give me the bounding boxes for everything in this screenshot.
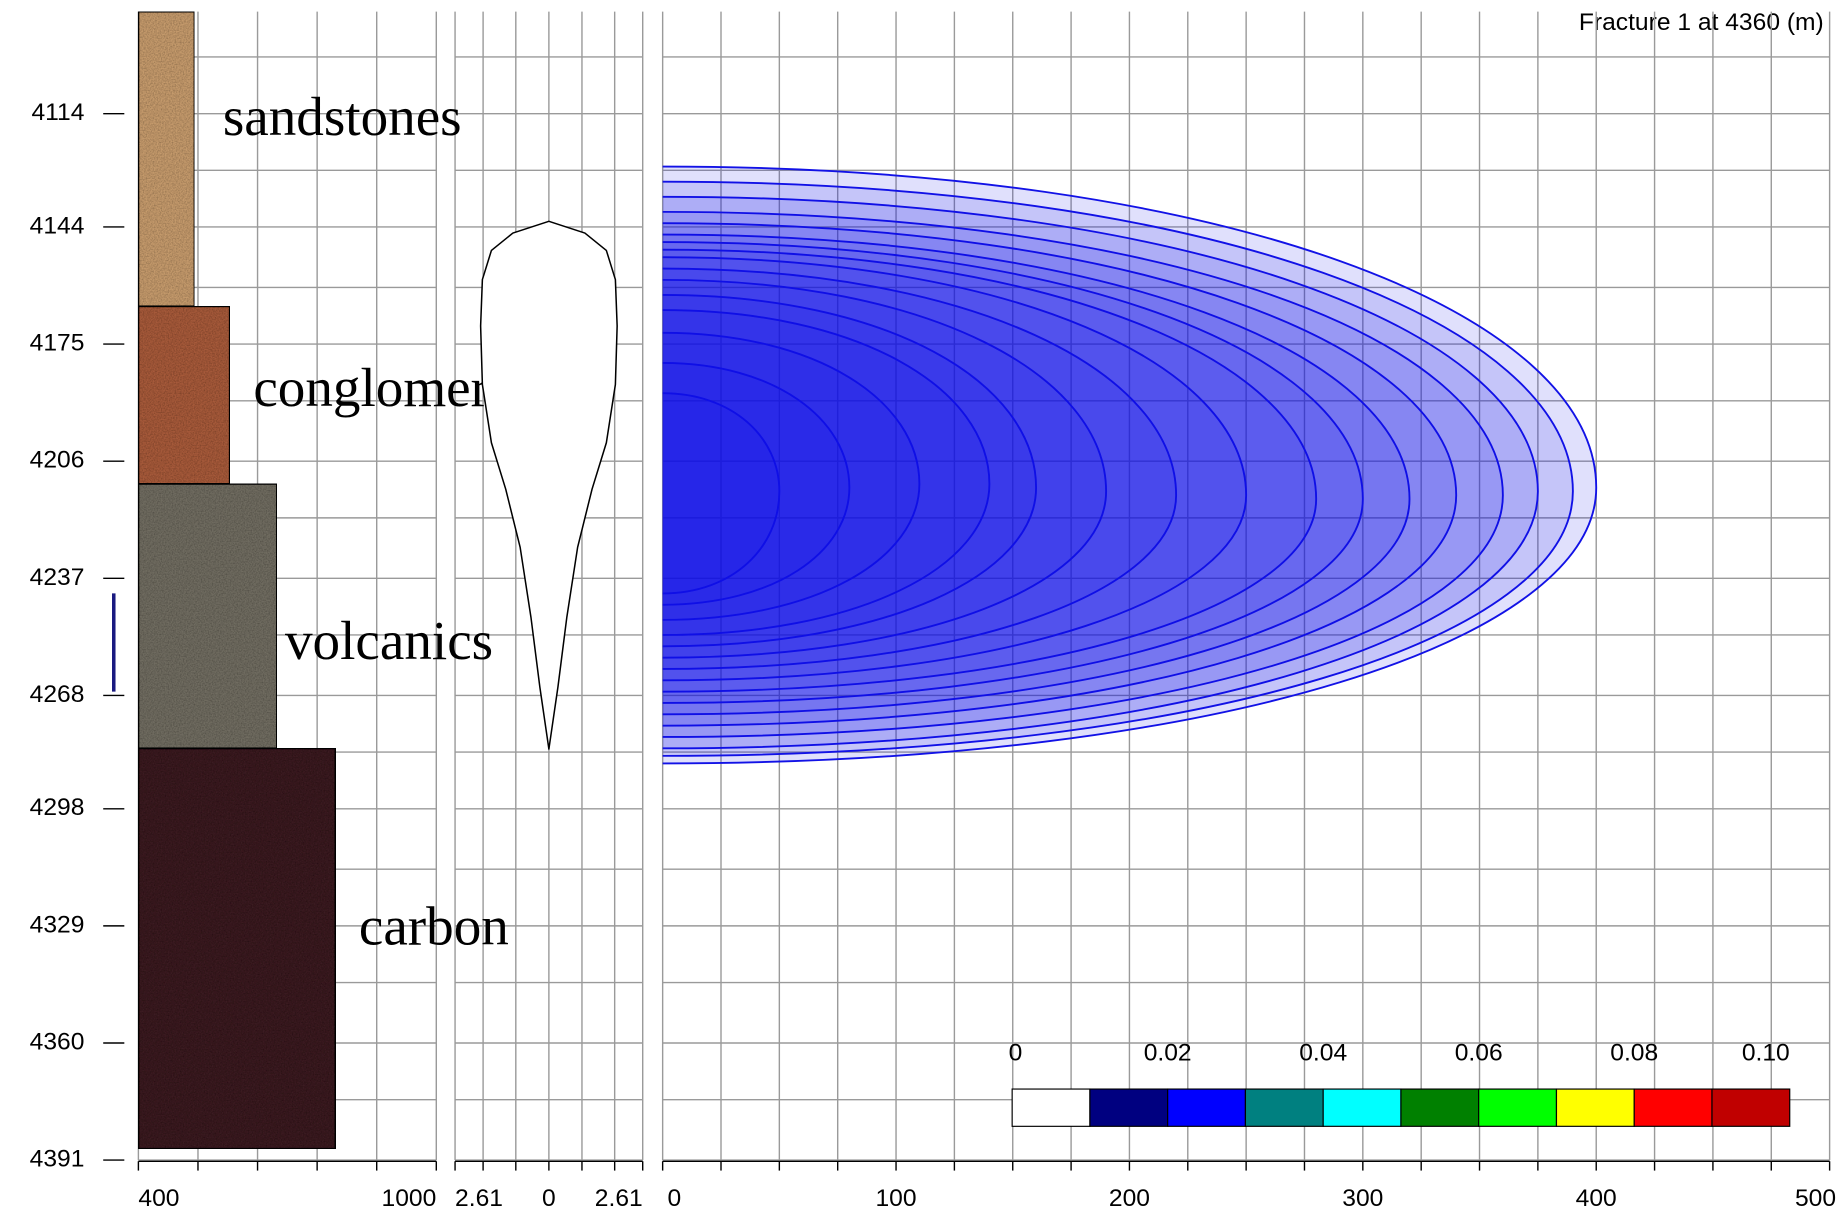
colorbar-label: 0.02	[1144, 1040, 1192, 1067]
y-tick-label: 4175	[30, 330, 85, 357]
colorbar-box	[1322, 1088, 1402, 1127]
fracture-contour	[662, 278, 1108, 659]
fracture-contour	[662, 233, 1411, 716]
colorbar-box	[1711, 1088, 1791, 1127]
colorbar-box	[1400, 1088, 1480, 1127]
x-tick-label: 100	[876, 1185, 917, 1212]
colorbar-box	[1167, 1088, 1247, 1127]
y-tick-label: 4268	[30, 681, 85, 708]
fracture-contour	[662, 309, 991, 636]
fracture-contour	[662, 294, 1038, 648]
width-profile	[479, 220, 618, 750]
x-tick-label: 300	[1342, 1185, 1383, 1212]
y-tick-label: 4114	[31, 99, 84, 126]
x-tick-label: 2.61	[455, 1185, 503, 1212]
y-tick-label: 4237	[30, 564, 85, 591]
colorbar-label: 0.04	[1299, 1040, 1347, 1067]
lithology-layer	[137, 10, 196, 308]
y-tick-label: 4391	[30, 1146, 85, 1173]
colorbar-box	[1478, 1088, 1558, 1127]
fracture-contour	[662, 248, 1318, 693]
chart-title: Fracture 1 at 4360 (m)	[1579, 9, 1824, 36]
colorbar-box	[1011, 1088, 1091, 1127]
colorbar-label: 0.08	[1610, 1040, 1658, 1067]
x-tick-label: 500	[1795, 1185, 1836, 1212]
x-tick-label: 0	[668, 1185, 682, 1212]
fracture-contour	[662, 267, 1178, 670]
y-tick-label: 4360	[30, 1029, 85, 1056]
fracture-contour	[662, 392, 781, 595]
colorbar-label: 0	[1009, 1040, 1023, 1067]
fracture-contour	[662, 180, 1574, 757]
y-tick-label: 4298	[30, 794, 85, 821]
colorbar-box	[1633, 1088, 1713, 1127]
colorbar-box	[1089, 1088, 1169, 1127]
fracture-contour	[662, 195, 1539, 750]
fracture-contour	[662, 256, 1248, 682]
colorbar-label: 0.06	[1455, 1040, 1503, 1067]
fracture-contour	[662, 331, 921, 621]
fracture-contour	[662, 210, 1504, 738]
fracture-contour	[662, 241, 1364, 704]
colorbar-box	[1244, 1088, 1324, 1127]
x-tick-label: 0	[542, 1185, 556, 1212]
lithology-layer	[137, 483, 278, 750]
x-tick-label: 1000	[382, 1185, 437, 1212]
x-tick-label: 2.61	[595, 1185, 643, 1212]
y-tick-label: 4144	[30, 213, 85, 240]
lithology-layer	[137, 305, 231, 485]
layer-label: sandstones	[223, 86, 462, 147]
layer-label: volcanics	[285, 610, 493, 671]
colorbar-label: 0.10	[1742, 1040, 1790, 1067]
y-tick-label: 4329	[30, 911, 85, 938]
fracture-contour	[662, 222, 1458, 727]
colorbar-box	[1555, 1088, 1635, 1127]
fracture-contour	[662, 362, 851, 606]
x-tick-label: 400	[138, 1185, 179, 1212]
layer-label: carbon	[359, 896, 509, 957]
fracture-contour	[662, 165, 1598, 765]
lithology-layer	[137, 747, 337, 1150]
x-tick-label: 400	[1576, 1185, 1617, 1212]
y-tick-label: 4206	[30, 447, 85, 474]
x-tick-label: 200	[1109, 1185, 1150, 1212]
